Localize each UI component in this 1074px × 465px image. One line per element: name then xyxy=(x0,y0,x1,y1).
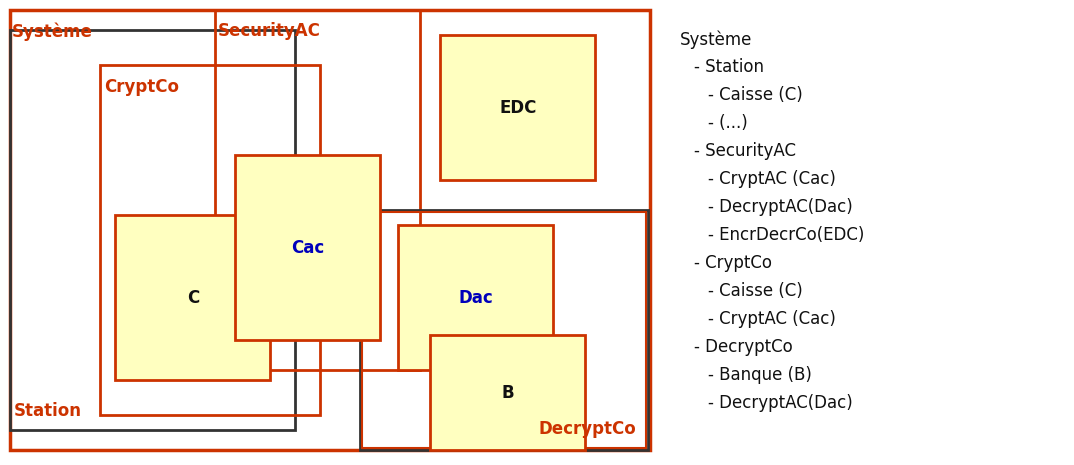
Bar xyxy=(10,10,650,450)
Text: Système: Système xyxy=(12,22,92,40)
Text: - DecryptCo: - DecryptCo xyxy=(694,338,793,356)
Text: - SecurityAC: - SecurityAC xyxy=(694,142,796,160)
Bar xyxy=(10,30,295,430)
Bar xyxy=(362,212,645,448)
Text: Station: Station xyxy=(14,402,82,420)
Bar xyxy=(235,155,380,340)
Text: - Banque (B): - Banque (B) xyxy=(708,366,812,384)
Text: - (...): - (...) xyxy=(708,114,748,132)
Text: Cac: Cac xyxy=(291,239,324,257)
Bar xyxy=(398,225,553,370)
Text: - Caisse (C): - Caisse (C) xyxy=(708,282,802,300)
Text: SecurityAC: SecurityAC xyxy=(218,22,321,40)
Text: - CryptCo: - CryptCo xyxy=(694,254,772,272)
Text: B: B xyxy=(502,384,514,402)
Text: - CryptAC (Cac): - CryptAC (Cac) xyxy=(708,170,836,188)
Text: EDC: EDC xyxy=(499,99,537,117)
Bar xyxy=(100,65,320,415)
Text: CryptCo: CryptCo xyxy=(104,78,179,96)
Bar xyxy=(360,210,648,450)
Text: - Caisse (C): - Caisse (C) xyxy=(708,86,802,104)
Text: Système: Système xyxy=(680,30,753,48)
Bar xyxy=(115,215,270,380)
Text: - Station: - Station xyxy=(694,58,764,76)
Bar xyxy=(215,10,420,370)
Text: - DecryptAC(Dac): - DecryptAC(Dac) xyxy=(708,394,853,412)
Text: - DecryptAC(Dac): - DecryptAC(Dac) xyxy=(708,198,853,216)
Text: - EncrDecrCo(EDC): - EncrDecrCo(EDC) xyxy=(708,226,865,244)
Text: DecryptCo: DecryptCo xyxy=(538,420,636,438)
Bar xyxy=(440,35,595,180)
Bar xyxy=(430,335,585,450)
Text: C: C xyxy=(187,289,199,307)
Text: Dac: Dac xyxy=(459,289,493,307)
Text: - CryptAC (Cac): - CryptAC (Cac) xyxy=(708,310,836,328)
